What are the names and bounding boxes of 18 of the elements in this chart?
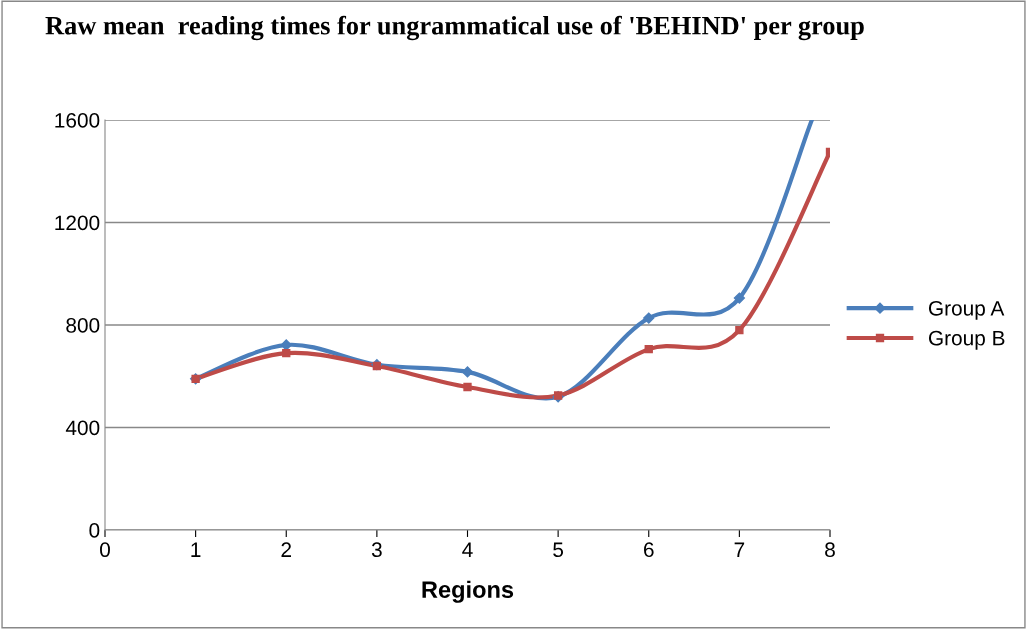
x-tick-label: 4 bbox=[462, 542, 473, 557]
y-tick-label: 1600 bbox=[55, 113, 100, 128]
legend-label: Group B bbox=[928, 330, 1005, 350]
y-tick-label: 400 bbox=[65, 420, 100, 436]
y-tick-label: 800 bbox=[66, 318, 100, 333]
x-tick-label: 3 bbox=[371, 542, 382, 558]
legend-label: Group A bbox=[928, 300, 1005, 320]
y-tick-label: 1200 bbox=[55, 215, 100, 231]
y-tick-label: 0 bbox=[89, 523, 100, 538]
x-tick-label: 5 bbox=[553, 542, 564, 558]
x-tick-label: 0 bbox=[100, 542, 110, 558]
x-tick-label: 7 bbox=[734, 542, 745, 557]
x-tick-label: 1 bbox=[191, 542, 201, 557]
chart-title: Raw mean reading times for ungrammatical use of 'BEHIND' per group bbox=[45, 15, 864, 41]
x-tick-label: 2 bbox=[281, 542, 291, 557]
x-axis-title: Regions bbox=[422, 580, 514, 603]
x-tick-label: 6 bbox=[644, 542, 654, 558]
x-tick-label: 8 bbox=[825, 542, 835, 558]
